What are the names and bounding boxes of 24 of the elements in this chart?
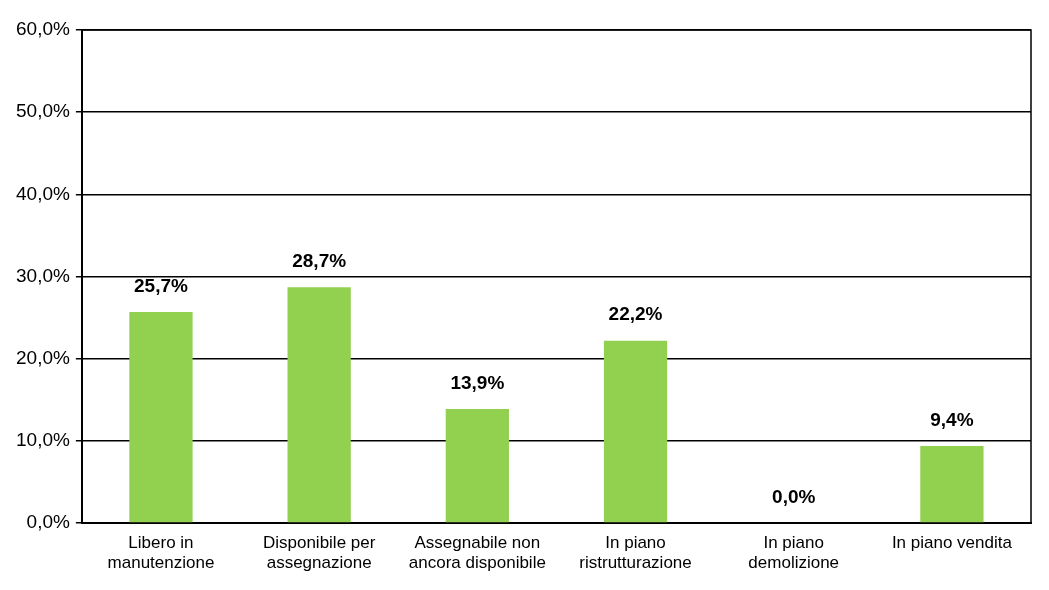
y-tick-label: 60,0% xyxy=(16,18,70,40)
y-tick-label: 0,0% xyxy=(26,511,70,533)
x-tick-label: Libero in manutenzione xyxy=(107,533,215,573)
x-tick-label: Assegnabile non ancora disponibile xyxy=(408,533,546,573)
x-tick-label: Disponibile per assegnazione xyxy=(262,533,376,573)
x-tick-label: In piano vendita xyxy=(891,533,1013,553)
x-tick-label: In piano ristrutturazione xyxy=(579,533,692,573)
data-label: 0,0% xyxy=(772,485,816,507)
y-tick-label: 30,0% xyxy=(16,264,70,286)
y-tick-label: 10,0% xyxy=(16,429,70,451)
x-tick-label: In piano demolizione xyxy=(748,533,840,573)
bar xyxy=(920,445,984,523)
bar xyxy=(603,340,668,523)
y-tick-label: 20,0% xyxy=(16,347,70,369)
y-tick-label: 50,0% xyxy=(16,100,70,122)
data-label: 25,7% xyxy=(134,274,189,296)
data-label: 22,2% xyxy=(608,303,663,325)
bar xyxy=(445,408,509,523)
data-label: 9,4% xyxy=(930,408,974,430)
data-label: 28,7% xyxy=(292,250,347,272)
bar xyxy=(129,311,193,523)
y-tick-label: 40,0% xyxy=(16,182,70,204)
data-label: 13,9% xyxy=(450,371,505,393)
bar xyxy=(287,287,351,523)
